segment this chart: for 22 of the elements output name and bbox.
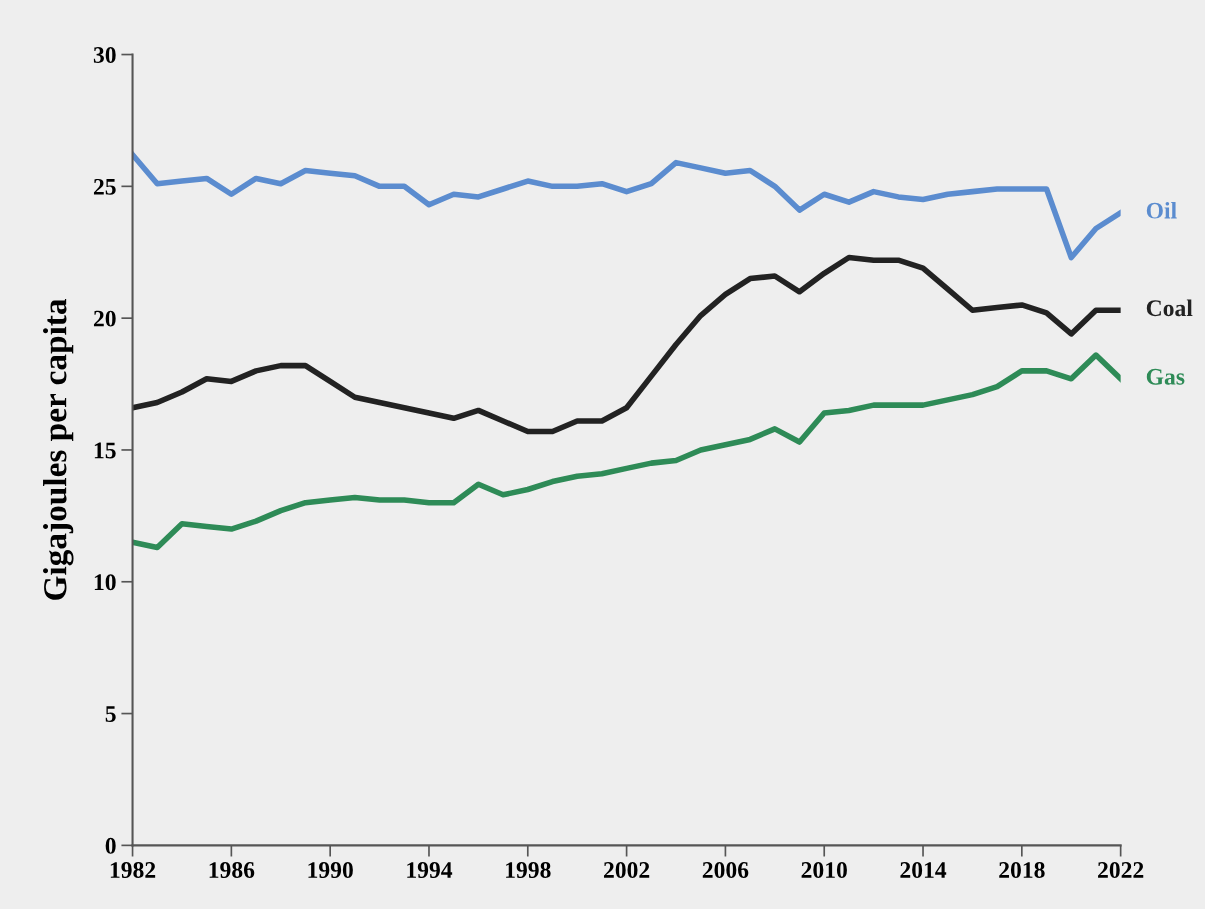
x-tick-label: 1998 xyxy=(506,862,551,878)
y-tick-label: 30 xyxy=(93,47,116,63)
series-label: Oil xyxy=(1146,202,1177,219)
series-label: Gas xyxy=(1146,368,1185,385)
y-tick-label: 15 xyxy=(94,442,116,459)
y-axis-title: Gigajoules per capita xyxy=(43,298,74,600)
x-tick-label: 2022 xyxy=(1098,862,1144,878)
x-tick-label: 1994 xyxy=(407,862,453,878)
x-tick-label: 2010 xyxy=(801,862,847,878)
series-label: Coal xyxy=(1146,299,1193,317)
y-tick-label: 20 xyxy=(93,310,116,327)
x-tick-label: 2002 xyxy=(603,862,650,878)
x-tick-label: 2014 xyxy=(900,862,947,878)
x-tick-label: 2018 xyxy=(999,862,1045,878)
y-tick-label: 25 xyxy=(93,178,116,195)
y-tick-label: 10 xyxy=(94,574,116,591)
x-tick-label: 2006 xyxy=(702,862,749,878)
x-tick-label: 1982 xyxy=(110,862,156,878)
x-tick-label: 1990 xyxy=(308,862,353,878)
y-tick-label: 0 xyxy=(105,837,116,854)
y-tick-label: 5 xyxy=(105,706,116,722)
x-tick-label: 1986 xyxy=(209,862,255,878)
